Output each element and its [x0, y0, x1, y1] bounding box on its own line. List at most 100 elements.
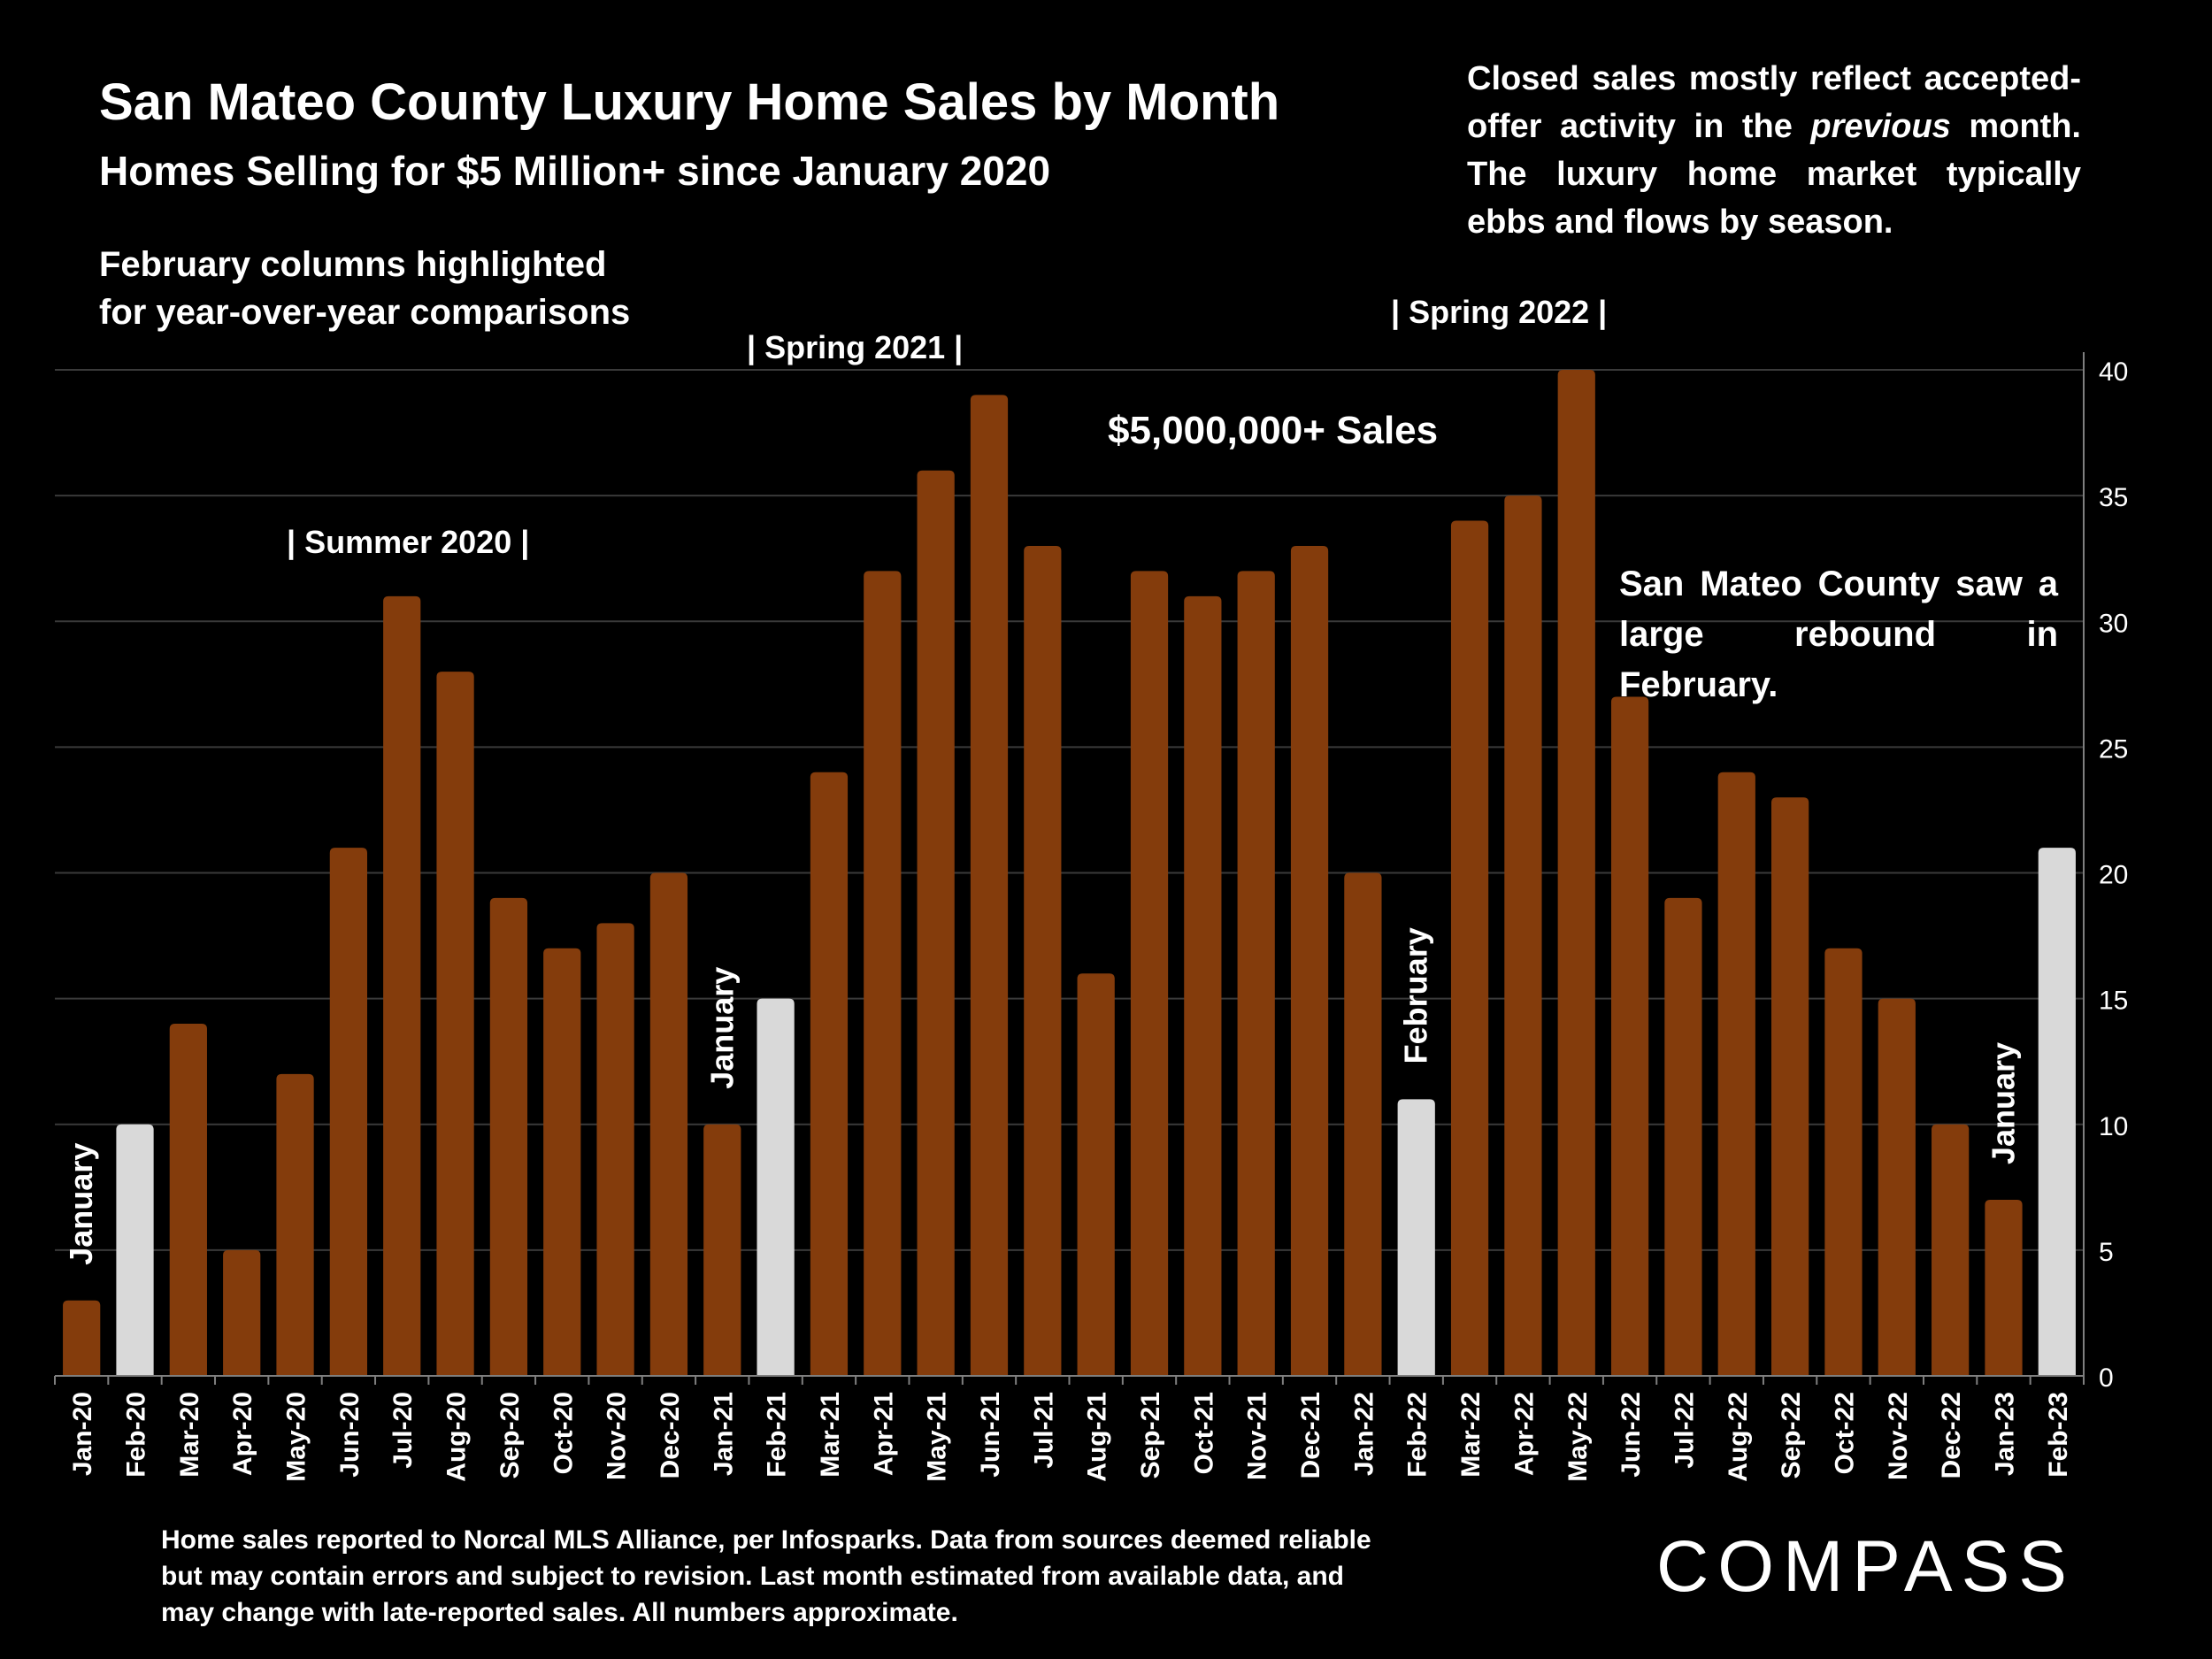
bar: [223, 1249, 261, 1376]
x-tick-label: Oct-22: [1830, 1392, 1859, 1474]
season-label-summer-2020: | Summer 2020 |: [276, 524, 541, 561]
y-tick-label: 40: [2099, 357, 2128, 387]
x-tick-label: Feb-21: [763, 1392, 792, 1478]
bar: [864, 571, 902, 1376]
bar: [1130, 571, 1169, 1376]
bar: [917, 470, 955, 1376]
y-tick-label: 15: [2099, 987, 2128, 1016]
bar-annotation: January: [63, 1143, 99, 1265]
bar: [276, 1073, 314, 1376]
x-tick-label: Jan-23: [1990, 1392, 2019, 1476]
x-tick-label: Jul-22: [1670, 1392, 1699, 1469]
y-tick-label: 25: [2099, 734, 2128, 764]
x-tick-label: Jan-20: [68, 1392, 97, 1476]
x-tick-label: Jan-21: [709, 1392, 738, 1476]
x-tick-label: Feb-20: [122, 1392, 151, 1478]
bar: [1664, 897, 1702, 1376]
bar: [1397, 1099, 1435, 1376]
x-tick-label: May-20: [282, 1392, 311, 1482]
y-tick-label: 0: [2099, 1363, 2114, 1393]
closed-sales-note: Closed sales mostly reflect accepted-off…: [1467, 55, 2081, 246]
bar: [1717, 772, 1755, 1376]
bar: [757, 998, 795, 1376]
x-tick-label: Jan-22: [1349, 1392, 1379, 1476]
bar: [2038, 848, 2076, 1376]
x-tick-label: Jun-21: [976, 1392, 1005, 1478]
bar: [543, 948, 581, 1376]
page-title: San Mateo County Luxury Home Sales by Mo…: [99, 73, 1280, 131]
bar: [596, 923, 634, 1376]
bar: [970, 395, 1009, 1376]
x-tick-label: May-22: [1563, 1392, 1593, 1482]
x-tick-label: Oct-21: [1189, 1392, 1218, 1474]
x-tick-label: May-21: [923, 1392, 952, 1482]
x-tick-label: Sep-20: [495, 1392, 525, 1479]
bar: [1610, 696, 1649, 1376]
x-tick-label: Aug-22: [1724, 1392, 1753, 1482]
x-tick-label: Mar-20: [175, 1392, 204, 1478]
x-tick-label: Mar-21: [816, 1392, 845, 1478]
bar: [1024, 545, 1062, 1376]
x-tick-label: Nov-22: [1884, 1392, 1913, 1480]
x-tick-label: Nov-21: [1243, 1392, 1272, 1480]
bar: [116, 1124, 154, 1376]
x-tick-label: Jun-20: [335, 1392, 365, 1478]
x-tick-label: Sep-22: [1777, 1392, 1806, 1479]
closed-sales-note-post: month. The luxury home market typically …: [1467, 108, 2081, 241]
bar: [329, 848, 368, 1376]
bar: [810, 772, 849, 1376]
compass-logo: COMPASS: [1656, 1526, 2076, 1607]
bar: [169, 1024, 207, 1376]
bar: [1450, 520, 1489, 1376]
x-tick-label: Dec-20: [656, 1392, 685, 1479]
bar: [1824, 948, 1863, 1376]
x-tick-label: Aug-20: [442, 1392, 472, 1482]
bar-annotation: January: [1985, 1042, 2021, 1164]
bar: [1237, 571, 1275, 1376]
bar: [1932, 1124, 1970, 1376]
x-tick-label: Apr-20: [228, 1392, 257, 1476]
y-tick-label: 20: [2099, 861, 2128, 890]
bar: [489, 897, 528, 1376]
bar: [383, 595, 421, 1376]
rebound-note: San Mateo County saw a large rebound in …: [1619, 565, 2058, 704]
february-highlight-note-line2: for year-over-year comparisons: [99, 293, 631, 332]
x-tick-label: Sep-21: [1136, 1392, 1165, 1479]
y-tick-label: 30: [2099, 609, 2128, 638]
bar: [1184, 595, 1222, 1376]
x-tick-label: Feb-23: [2044, 1392, 2073, 1478]
y-tick-label: 5: [2099, 1238, 2114, 1267]
page-subtitle: Homes Selling for $5 Million+ since Janu…: [99, 148, 1051, 194]
bar: [63, 1300, 101, 1376]
bar: [1290, 545, 1329, 1376]
bar: [1557, 370, 1595, 1376]
season-label-spring-2021: | Spring 2021 |: [736, 329, 974, 366]
x-tick-label: Apr-22: [1509, 1392, 1539, 1476]
x-tick-label: Aug-21: [1083, 1392, 1112, 1482]
bar: [1344, 872, 1382, 1376]
bar-annotation: February: [1398, 927, 1434, 1064]
source-footnote: Home sales reported to Norcal MLS Allian…: [161, 1525, 1371, 1627]
x-tick-label: Dec-22: [1937, 1392, 1966, 1479]
bar: [703, 1124, 741, 1376]
bar: [1770, 797, 1809, 1376]
february-highlight-note-line1: February columns highlighted: [99, 245, 607, 284]
x-tick-label: Apr-21: [869, 1392, 898, 1476]
y-tick-label: 10: [2099, 1112, 2128, 1141]
x-tick-label: Nov-20: [603, 1392, 632, 1480]
bar: [1985, 1200, 2023, 1376]
y-tick-label: 35: [2099, 483, 2128, 512]
x-tick-label: Oct-20: [549, 1392, 578, 1474]
bar: [1878, 998, 1916, 1376]
bar: [436, 672, 474, 1376]
x-tick-label: Feb-22: [1403, 1392, 1432, 1478]
february-highlight-note: February columns highlighted for year-ov…: [99, 241, 630, 336]
closed-sales-note-pre: Closed sales mostly reflect accepted-off…: [1467, 60, 2081, 145]
x-tick-label: Jul-21: [1029, 1392, 1058, 1469]
x-tick-label: Jul-20: [388, 1392, 418, 1469]
series-label: $5,000,000+ Sales: [1108, 409, 1439, 452]
x-tick-label: Mar-22: [1456, 1392, 1486, 1478]
bar: [649, 872, 688, 1376]
x-tick-label: Jun-22: [1617, 1392, 1646, 1478]
